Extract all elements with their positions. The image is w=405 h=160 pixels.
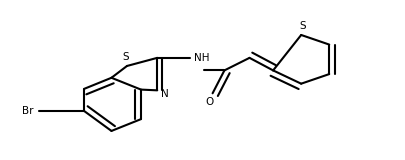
Text: NH: NH [194, 53, 209, 63]
Text: N: N [160, 89, 168, 99]
Text: S: S [122, 52, 128, 62]
Text: S: S [298, 20, 305, 31]
Text: Br: Br [22, 106, 34, 116]
Text: O: O [205, 97, 213, 107]
